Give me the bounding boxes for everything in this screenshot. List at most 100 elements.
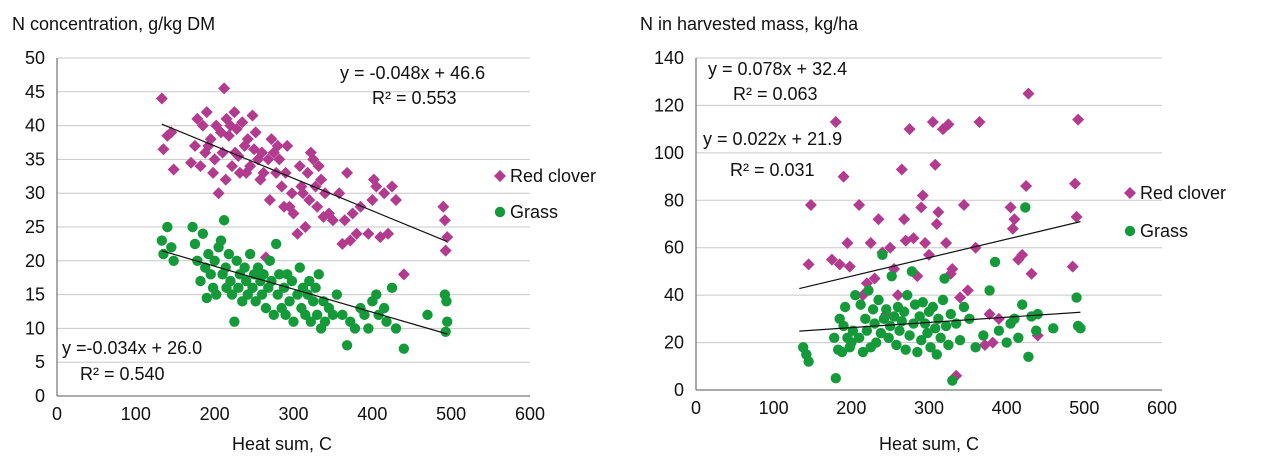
red-clover-point (825, 253, 838, 266)
red-clover-point (362, 227, 375, 240)
red-clover-point (210, 119, 223, 132)
red-clover-point (244, 160, 257, 173)
red-clover-point (802, 258, 815, 271)
grass-point (906, 266, 918, 277)
trendline-r2: R² = 0.540 (80, 364, 165, 384)
red-clover-point (969, 241, 982, 254)
grass-point (860, 313, 871, 325)
red-clover-point (293, 160, 306, 173)
grass-point (203, 248, 214, 260)
grass-point (225, 275, 236, 287)
x-tick-label: 400 (357, 404, 387, 424)
red-clover-point (872, 213, 885, 226)
grass-point (978, 330, 989, 341)
red-clover-point (868, 272, 881, 285)
grass-point (304, 275, 315, 287)
grass-point (989, 256, 1001, 268)
x-axis-title: Heat sum, C (232, 434, 333, 454)
grass-point (861, 325, 873, 336)
x-axis-title: Heat sum, C (879, 434, 980, 454)
grass-point (1023, 351, 1034, 362)
grass-point (197, 228, 209, 239)
legend-marker-red-clover (1124, 187, 1136, 199)
red-clover-point (907, 232, 920, 245)
grass-point (260, 302, 272, 314)
trendline-r2: R² = 0.063 (733, 84, 818, 104)
x-tick-label: 100 (121, 404, 151, 424)
grass-point (993, 325, 1005, 336)
grass-point (386, 282, 398, 294)
grass-point (925, 342, 936, 353)
grass-point (442, 316, 453, 327)
grass-point (1048, 323, 1059, 334)
red-clover-point (236, 116, 249, 129)
red-clover-point (301, 166, 314, 179)
legend-marker-red-clover (494, 170, 506, 182)
red-clover-point (439, 244, 452, 257)
red-clover-point (370, 180, 383, 193)
red-clover-point (919, 236, 932, 249)
red-clover-point (281, 139, 294, 152)
red-clover-point (255, 146, 268, 159)
grass-point (233, 282, 244, 294)
red-clover-point (307, 153, 320, 166)
red-clover-point (291, 227, 304, 240)
red-clover-point (841, 236, 854, 249)
grass-point (195, 275, 206, 287)
y-tick-label: 40 (664, 285, 684, 305)
grass-point (927, 301, 939, 313)
grass-point (958, 301, 970, 313)
red-clover-point (312, 160, 325, 173)
grass-point (311, 309, 323, 321)
grass-point (272, 289, 283, 300)
trendline-equation: y =-0.034x + 26.0 (62, 338, 202, 358)
red-clover-point (860, 277, 873, 290)
grass-point (875, 327, 887, 339)
red-clover-point (188, 139, 201, 152)
y-tick-label: 60 (664, 238, 684, 258)
grass-point (313, 269, 324, 280)
grass-point (937, 294, 949, 306)
red-clover-point (911, 270, 924, 283)
red-clover-point (1066, 260, 1079, 273)
red-clover-point (248, 143, 261, 156)
grass-point (378, 302, 390, 314)
y-tick-label: 80 (664, 190, 684, 210)
red-clover-point (167, 163, 180, 176)
grass-point (912, 346, 923, 358)
red-clover-point (341, 166, 354, 179)
red-clover-point (249, 126, 262, 139)
grass-point (268, 309, 279, 321)
grass-point (891, 339, 902, 351)
red-clover-point (833, 258, 846, 271)
y-tick-label: 15 (25, 285, 45, 305)
red-clover-point (233, 166, 246, 179)
legend-label: Red clover (510, 166, 596, 186)
trendline (161, 123, 448, 243)
grass-point (220, 262, 231, 273)
red-clover-point (843, 260, 856, 273)
grass-point (935, 332, 946, 344)
grass-point (850, 289, 861, 301)
red-clover-point (191, 112, 204, 125)
y-tick-label: 140 (654, 48, 684, 68)
grass-point (390, 323, 402, 334)
trendline (161, 250, 448, 335)
red-clover-point (915, 201, 928, 214)
grass-point (947, 375, 958, 386)
grass-point (930, 323, 941, 334)
red-clover-point (338, 214, 351, 227)
trendline (799, 311, 1081, 332)
grass-point (914, 311, 925, 322)
grass-point (830, 372, 841, 384)
red-clover-point (1004, 201, 1017, 214)
red-clover-point (311, 200, 324, 213)
grass-point (886, 270, 897, 282)
grass-point (341, 340, 353, 351)
x-tick-label: 0 (52, 404, 62, 424)
red-clover-point (382, 227, 395, 240)
grass-point (310, 282, 321, 294)
x-tick-label: 500 (436, 404, 466, 424)
red-clover-point (246, 109, 259, 122)
red-clover-point (315, 173, 328, 186)
